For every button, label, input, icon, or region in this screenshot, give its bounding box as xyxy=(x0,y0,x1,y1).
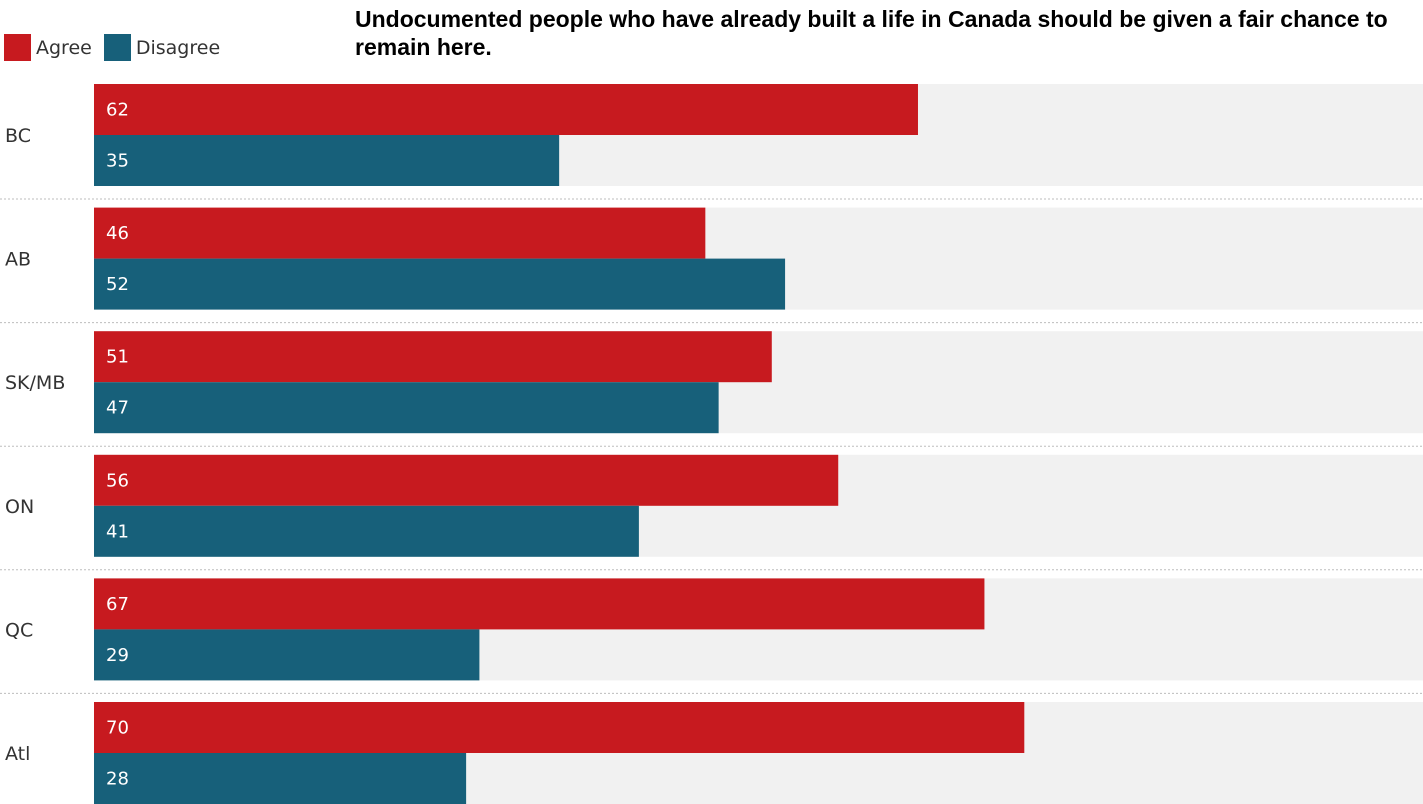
bar-bc-agree xyxy=(94,84,918,135)
category-label-bc: BC xyxy=(5,125,31,147)
value-label-atl-disagree: 28 xyxy=(106,769,129,790)
value-label-qc-disagree: 29 xyxy=(106,645,129,666)
legend-label-agree: Agree xyxy=(36,36,92,59)
bar-qc-disagree xyxy=(94,629,480,681)
value-label-on-agree: 56 xyxy=(106,470,129,491)
legend-swatch-disagree xyxy=(103,34,131,61)
value-label-atl-agree: 70 xyxy=(106,718,129,739)
value-label-ab-agree: 46 xyxy=(106,223,129,244)
category-label-atl: Atl xyxy=(5,743,30,765)
legend-swatch-agree xyxy=(4,34,31,61)
value-label-sk-mb-disagree: 47 xyxy=(106,398,129,419)
category-label-on: ON xyxy=(5,496,34,518)
bar-sk-mb-agree xyxy=(94,331,772,383)
category-label-qc: QC xyxy=(5,619,33,641)
value-label-sk-mb-agree: 51 xyxy=(106,347,129,368)
category-label-ab: AB xyxy=(5,249,31,271)
bar-ab-agree xyxy=(94,207,706,259)
legend-item-agree: Agree xyxy=(4,34,92,61)
bar-atl-agree xyxy=(94,702,1025,753)
bar-bc-disagree xyxy=(94,135,560,186)
bar-sk-mb-disagree xyxy=(94,382,719,434)
bar-on-disagree xyxy=(94,505,639,557)
value-label-bc-agree: 62 xyxy=(106,100,129,121)
bar-on-agree xyxy=(94,454,839,506)
value-label-bc-disagree: 35 xyxy=(106,151,129,172)
bar-ab-disagree xyxy=(94,258,786,310)
bar-atl-disagree xyxy=(94,753,467,804)
category-label-sk-mb: SK/MB xyxy=(5,372,65,394)
value-label-qc-agree: 67 xyxy=(106,594,129,615)
bar-qc-agree xyxy=(94,578,985,630)
value-label-on-disagree: 41 xyxy=(106,521,129,542)
value-label-ab-disagree: 52 xyxy=(106,274,129,295)
legend-label-disagree: Disagree xyxy=(135,36,221,59)
chart-title: Undocumented people who have already bui… xyxy=(355,6,1388,60)
legend-item-disagree: Disagree xyxy=(103,34,221,61)
legend: Agree Disagree xyxy=(4,34,232,61)
